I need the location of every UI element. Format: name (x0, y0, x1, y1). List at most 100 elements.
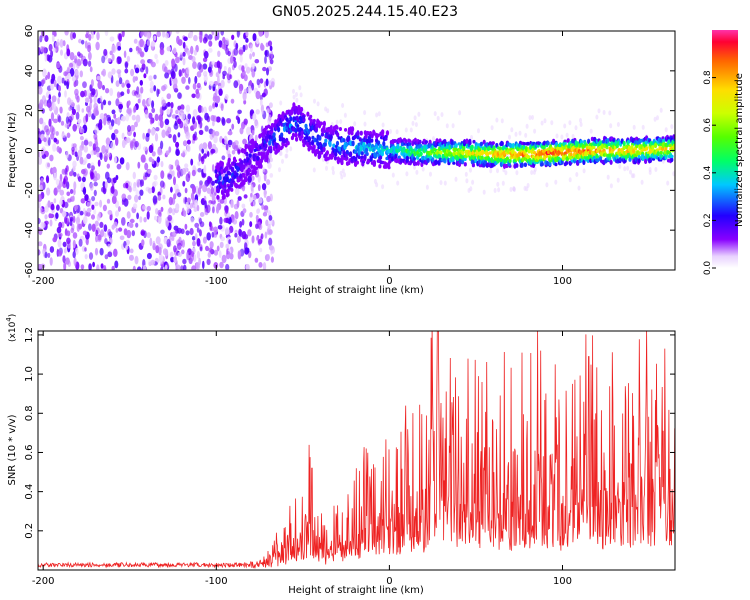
spectrogram-cell (39, 35, 43, 43)
spectrogram-cell (79, 127, 85, 134)
spectrogram-cell (616, 177, 620, 183)
spectrogram-cell (194, 222, 200, 228)
spectrogram-cell (126, 211, 131, 219)
spectrogram-cell (73, 181, 77, 190)
spectrogram-cell (132, 76, 136, 83)
spectrogram-cell (153, 35, 157, 41)
spectrogram-cell (295, 97, 299, 103)
spectrogram-cell (208, 40, 213, 47)
spectrogram-cell (149, 118, 153, 125)
spectrogram-cell (211, 199, 216, 205)
spectrogram-cell (57, 97, 60, 105)
spectrogram-cell (125, 239, 130, 246)
spectrogram-cell (121, 132, 125, 140)
spectrogram-cell (71, 76, 76, 82)
spectrogram-cell (418, 139, 422, 144)
spectrogram-cell (265, 157, 269, 163)
spectrogram-cell (458, 110, 462, 116)
spectrogram-cell (267, 223, 271, 231)
spectrogram-cell (143, 217, 147, 223)
spectrogram-cell (132, 203, 138, 210)
spectrogram-cell (666, 180, 670, 186)
spectrogram-cell (176, 242, 182, 250)
spectrogram-cell (190, 217, 195, 223)
spectrogram-cell (125, 113, 130, 122)
spectrogram-cell (49, 246, 55, 253)
spectrogram-cell (477, 128, 480, 134)
spectrogram-cell (61, 210, 67, 218)
spectrogram-cell (72, 123, 77, 132)
spectrogram-cell (305, 135, 309, 140)
spectrogram-y-tick-label: 20 (24, 104, 35, 117)
spectrogram-cell (139, 38, 145, 48)
spectrogram-cell (141, 239, 145, 247)
spectrogram-cell (259, 94, 263, 101)
spectrogram-cell (395, 157, 399, 164)
spectrogram-cell (241, 65, 245, 72)
spectrogram-cell (239, 54, 243, 63)
spectrogram-cell (609, 159, 613, 165)
spectrogram-cell (173, 245, 177, 253)
spectrogram-cell (540, 120, 544, 126)
spectrogram-cell (217, 225, 223, 230)
spectrogram-cell (285, 153, 289, 159)
spectrogram-cell (295, 136, 299, 142)
spectrogram-cell (115, 137, 119, 146)
spectrogram-cell (61, 133, 67, 138)
spectrogram-cell (188, 31, 194, 39)
spectrogram-cell (171, 235, 175, 242)
spectrogram-cell (294, 132, 298, 138)
spectrogram-cell (381, 129, 385, 136)
spectrogram-cell (465, 178, 469, 184)
spectrogram-cell (212, 103, 216, 109)
spectrogram-cell (192, 61, 197, 69)
spectrogram-y-tick-label: -60 (24, 262, 35, 278)
spectrogram-cell (61, 168, 65, 175)
spectrogram-cell (95, 234, 99, 243)
spectrogram-cell (72, 251, 76, 259)
spectrogram-cell (319, 121, 323, 126)
spectrogram-cell (546, 141, 550, 146)
spectrogram-cell (325, 165, 328, 171)
spectrogram-cell (465, 138, 469, 145)
spectrogram-cell (159, 257, 164, 265)
spectrogram-cell (192, 109, 198, 117)
spectrogram-cell (205, 245, 209, 252)
spectrogram-cell (269, 145, 273, 150)
spectrogram-cell (483, 160, 487, 165)
spectrogram-cell (264, 55, 267, 64)
spectrogram-cell (209, 226, 214, 232)
spectrogram-cell (227, 67, 232, 75)
spectrogram-cell (648, 170, 652, 175)
spectrogram-cell (245, 263, 250, 270)
spectrogram-cell (76, 58, 81, 66)
spectrogram-cell (233, 47, 239, 56)
spectrogram-cell (533, 128, 537, 134)
spectrogram-cell (417, 111, 421, 117)
spectrogram-cell (232, 219, 238, 225)
spectrogram-cell (42, 79, 45, 84)
spectrogram-cell (292, 88, 295, 94)
spectrogram-cell (99, 221, 104, 228)
spectrogram-cell (400, 142, 404, 147)
spectrogram-cell (68, 106, 73, 112)
spectrogram-cell (332, 143, 336, 148)
spectrogram-cell (307, 136, 312, 142)
spectrogram-cell (38, 241, 43, 247)
spectrogram-cell (40, 208, 46, 215)
spectrogram-cell (262, 130, 266, 135)
spectrogram-cell (176, 164, 181, 172)
spectrogram-cell (186, 144, 191, 153)
spectrogram-cell (659, 150, 663, 155)
spectrogram-cell (227, 50, 231, 57)
spectrogram-cell (525, 186, 529, 192)
spectrogram-cell (265, 78, 269, 87)
spectrogram-cell (243, 234, 249, 240)
spectrogram-cell (340, 174, 344, 180)
spectrogram-cell (101, 186, 106, 193)
spectrogram-cell (157, 147, 162, 156)
spectrogram-cell (185, 45, 188, 54)
spectrogram-cell (218, 250, 222, 258)
spectrogram-cell (229, 253, 234, 260)
spectrogram-cell (44, 125, 49, 133)
